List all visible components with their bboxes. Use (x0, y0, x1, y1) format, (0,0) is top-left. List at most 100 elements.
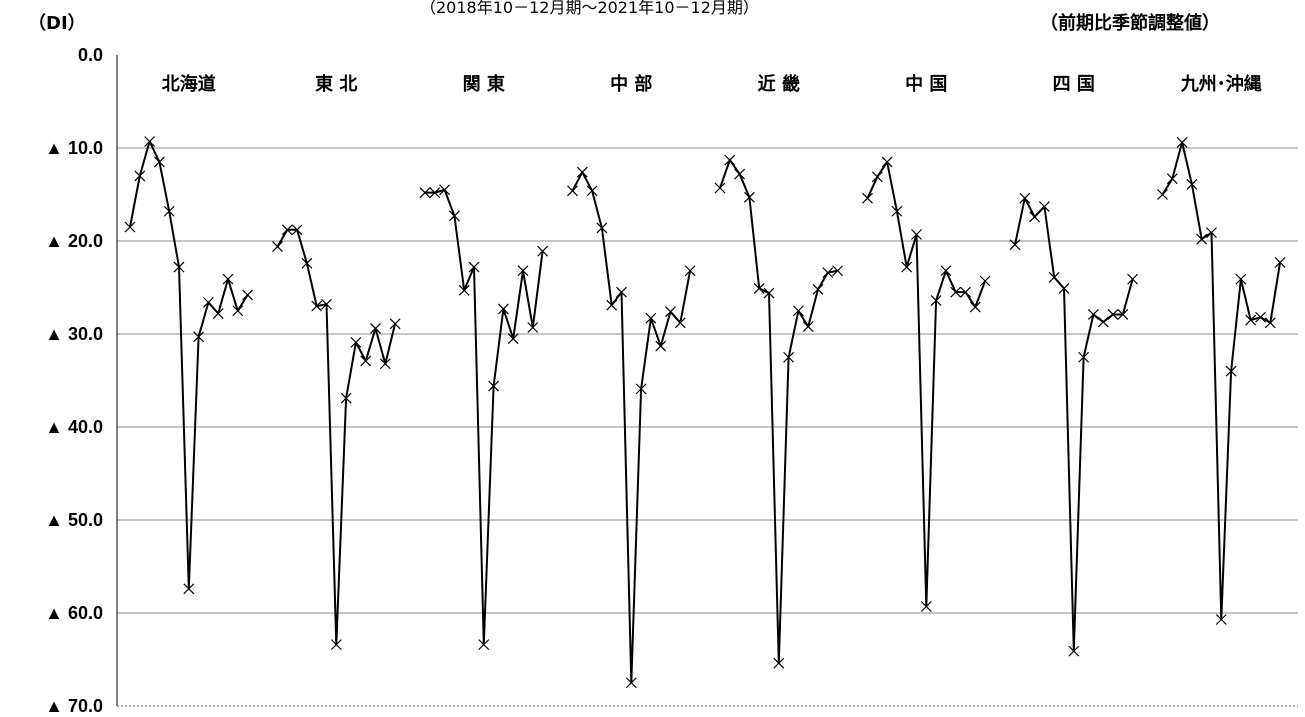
data-point-marker (763, 287, 775, 299)
y-tick-label: ▲ 30.0 (45, 324, 103, 344)
y-tick-label: ▲ 10.0 (45, 138, 103, 158)
data-point-marker (429, 187, 441, 199)
data-point-marker (448, 210, 460, 222)
region-label: 四 国 (1053, 74, 1095, 95)
data-point-marker (1264, 317, 1276, 329)
data-point-marker (802, 321, 814, 332)
data-point-marker (881, 156, 893, 168)
data-point-marker (1029, 211, 1041, 223)
data-point-marker (1058, 283, 1070, 294)
data-point-marker (330, 639, 342, 651)
data-point-marker (1038, 201, 1050, 213)
y-tick-label: 0.0 (78, 45, 103, 65)
data-point-marker (360, 355, 372, 367)
data-point-marker (458, 284, 470, 296)
data-point-marker (507, 333, 519, 345)
region-label: 九州･沖縄 (1180, 73, 1262, 95)
data-point-marker (1206, 227, 1217, 239)
region-labels: 北海道 東 北 関 東 中 部 近 畿 中 国 四 国 九州･沖縄 (162, 73, 1262, 95)
data-point-marker (517, 265, 529, 277)
chart-subtitle: （2018年10－12月期～2021年10－12月期） (420, 0, 759, 17)
data-point-marker (1009, 239, 1021, 251)
data-point-marker (232, 305, 244, 317)
y-tick-labels: 0.0 ▲ 10.0 ▲ 20.0 ▲ 30.0 ▲ 40.0 ▲ 50.0 ▲ 60.0 ▲… (45, 45, 103, 716)
data-point-marker (419, 187, 431, 199)
data-point-marker (773, 657, 785, 669)
data-point-marker (321, 298, 332, 310)
series-line (719, 159, 838, 665)
series-2 (272, 224, 401, 651)
data-point-marker (979, 275, 991, 287)
data-point-marker (291, 224, 303, 236)
series-line (1161, 141, 1282, 621)
data-point-marker (665, 306, 676, 318)
data-point-marker (370, 322, 381, 334)
series-lines (124, 136, 1286, 689)
data-point-marker (1097, 316, 1109, 328)
data-point-marker (655, 340, 667, 352)
data-point-marker (1235, 273, 1247, 285)
data-point-marker (1255, 311, 1266, 323)
data-point-marker (1087, 309, 1099, 320)
data-point-marker (950, 286, 962, 298)
data-point-marker (743, 191, 755, 203)
data-point-marker (714, 182, 726, 194)
gridlines (117, 147, 1298, 614)
data-point-marker (222, 273, 234, 285)
data-point-marker (812, 283, 824, 295)
data-point-marker (596, 222, 608, 234)
data-point-marker (163, 205, 175, 217)
data-point-marker (1245, 314, 1257, 326)
region-label: 関 東 (463, 73, 505, 95)
data-point-marker (645, 312, 657, 324)
data-point-marker (379, 358, 391, 370)
data-point-marker (684, 265, 696, 277)
y-tick-label: ▲ 70.0 (45, 696, 103, 716)
data-point-marker (272, 241, 283, 253)
data-point-marker (960, 286, 971, 298)
data-point-marker (389, 318, 401, 330)
region-label: 近 畿 (758, 73, 800, 95)
region-label: 北海道 (162, 73, 216, 95)
data-point-marker (1225, 365, 1237, 377)
data-point-marker (488, 380, 500, 392)
series-6 (862, 156, 991, 612)
data-point-marker (1117, 309, 1129, 320)
data-point-marker (1068, 645, 1080, 657)
data-point-marker (202, 296, 214, 308)
data-point-marker (1107, 309, 1119, 320)
series-8 (1157, 136, 1286, 625)
data-point-marker (822, 267, 834, 279)
y-tick-label: ▲ 20.0 (45, 231, 103, 251)
data-point-marker (1078, 351, 1090, 363)
data-point-marker (586, 185, 598, 197)
data-point-marker (301, 257, 313, 269)
data-point-marker (724, 154, 736, 166)
adjustment-note: （前期比季節調整値） (1040, 13, 1220, 34)
data-point-marker (1186, 178, 1198, 190)
series-line (866, 160, 987, 608)
region-label: 中 部 (610, 73, 652, 95)
data-point-marker (478, 639, 490, 651)
data-point-marker (153, 156, 165, 168)
y-tick-label: ▲ 60.0 (45, 603, 103, 623)
data-point-marker (1157, 189, 1168, 200)
series-7 (1009, 192, 1139, 657)
data-point-marker (792, 305, 804, 317)
data-point-marker (930, 295, 942, 306)
series-3 (419, 184, 549, 651)
y-tick-label: ▲ 50.0 (45, 510, 103, 530)
data-point-marker (1274, 256, 1286, 268)
data-point-marker (734, 168, 746, 180)
data-point-marker (1127, 273, 1139, 285)
data-point-marker (173, 261, 185, 273)
series-4 (567, 166, 696, 689)
series-line (1014, 197, 1134, 653)
data-point-marker (527, 322, 539, 333)
series-1 (124, 136, 254, 595)
data-point-marker (350, 336, 362, 348)
data-point-marker (625, 677, 637, 689)
data-point-marker (901, 261, 913, 273)
series-line (425, 188, 544, 646)
